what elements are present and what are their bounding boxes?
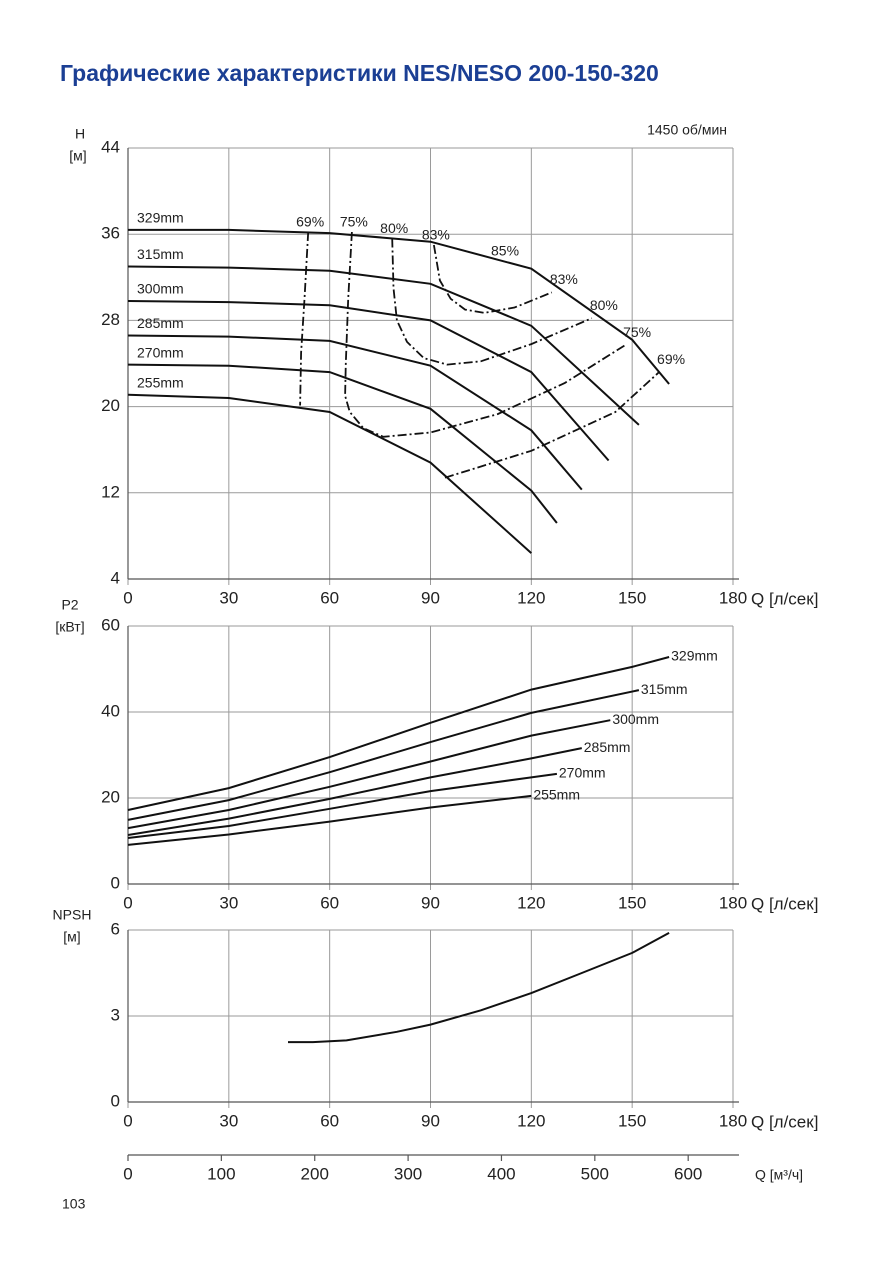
curve [127, 689, 640, 821]
curve-label: 300mm [612, 711, 659, 727]
curve [127, 393, 532, 554]
x-axis-label: Q [л/сек] [751, 589, 818, 608]
efficiency-curve [299, 231, 660, 479]
y-tick-label: 4 [111, 568, 120, 587]
x-tick-label: 0 [123, 588, 132, 607]
efficiency-label: 83% [550, 271, 578, 287]
curve-label: 270mm [559, 765, 606, 781]
x-tick-label: 60 [320, 893, 339, 912]
efficiency-label: 80% [380, 220, 408, 236]
x-tick-label: 60 [320, 588, 339, 607]
curve-label: 315mm [641, 681, 688, 697]
x-axis-label: Q [л/сек] [751, 1112, 818, 1131]
y-tick-label: 40 [101, 701, 120, 720]
y-axis-unit: [кВт] [55, 619, 84, 635]
curve [127, 794, 532, 846]
x2-tick-label: 300 [394, 1164, 422, 1183]
efficiency-curve [391, 238, 593, 366]
curve-label: 315mm [137, 246, 184, 262]
x-tick-label: 150 [618, 588, 646, 607]
efficiency-label: 83% [422, 227, 450, 243]
curve [127, 747, 582, 836]
curve [127, 772, 558, 839]
curve [127, 656, 670, 811]
x-tick-label: 0 [123, 1111, 132, 1130]
x-tick-label: 120 [517, 588, 545, 607]
efficiency-label: 75% [340, 214, 368, 230]
y-axis-unit: [м] [69, 148, 86, 164]
x-tick-label: 90 [421, 893, 440, 912]
x2-tick-label: 400 [487, 1164, 515, 1183]
subtitle: 1450 об/мин [647, 122, 727, 138]
efficiency-curve [433, 244, 553, 314]
x-axis-label: Q [л/сек] [751, 894, 818, 913]
x-tick-label: 90 [421, 588, 440, 607]
y-tick-label: 44 [101, 137, 120, 156]
x-tick-label: 0 [123, 893, 132, 912]
x-tick-label: 150 [618, 893, 646, 912]
y-tick-label: 20 [101, 787, 120, 806]
x-tick-label: 180 [719, 588, 747, 607]
x-tick-label: 30 [219, 588, 238, 607]
y-tick-label: 20 [101, 396, 120, 415]
x2-axis-label: Q [м³/ч] [755, 1167, 803, 1183]
annotation: 85% [491, 243, 519, 259]
x-tick-label: 180 [719, 893, 747, 912]
y-tick-label: 28 [101, 310, 120, 329]
x-tick-label: 180 [719, 1111, 747, 1130]
efficiency-label: 69% [657, 351, 685, 367]
page-number: 103 [62, 1196, 86, 1212]
x-tick-label: 120 [517, 893, 545, 912]
curve-label: 329mm [137, 210, 184, 226]
x-tick-label: 90 [421, 1111, 440, 1130]
curve [128, 228, 670, 385]
y-tick-label: 60 [101, 615, 120, 634]
x-tick-label: 150 [618, 1111, 646, 1130]
curve [127, 334, 583, 491]
x2-tick-label: 0 [123, 1164, 132, 1183]
x2-tick-label: 500 [581, 1164, 609, 1183]
npsh-curve [288, 932, 670, 1044]
curve [127, 265, 640, 426]
efficiency-label: 75% [623, 324, 651, 340]
curve-label: 285mm [584, 739, 631, 755]
y-tick-label: 12 [101, 482, 120, 501]
x-tick-label: 30 [219, 1111, 238, 1130]
curve [127, 363, 558, 524]
y-axis-label: P2 [61, 597, 78, 613]
y-tick-label: 0 [111, 1091, 120, 1110]
page-title: Графические характеристики NES/NESO 200-… [60, 60, 659, 86]
efficiency-curve [344, 231, 626, 438]
efficiency-label: 80% [590, 297, 618, 313]
x2-tick-label: 600 [674, 1164, 702, 1183]
y-tick-label: 6 [111, 919, 120, 938]
curve-label: 270mm [137, 344, 184, 360]
x2-tick-label: 200 [301, 1164, 329, 1183]
y-tick-label: 3 [111, 1005, 120, 1024]
curve-label: 329mm [671, 648, 718, 664]
x-tick-label: 30 [219, 893, 238, 912]
efficiency-label: 69% [296, 214, 324, 230]
y-tick-label: 0 [111, 873, 120, 892]
x-tick-label: 120 [517, 1111, 545, 1130]
y-axis-label: NPSH [53, 907, 92, 923]
curve [127, 300, 610, 462]
y-axis-label: H [75, 126, 85, 142]
curve-label: 255mm [533, 787, 580, 803]
curve [127, 719, 611, 830]
y-tick-label: 36 [101, 224, 120, 243]
curve-label: 285mm [137, 315, 184, 331]
curve-label: 300mm [137, 281, 184, 297]
y-axis-unit: [м] [63, 929, 80, 945]
x2-tick-label: 100 [207, 1164, 235, 1183]
x-tick-label: 60 [320, 1111, 339, 1130]
curve-label: 255mm [137, 374, 184, 390]
